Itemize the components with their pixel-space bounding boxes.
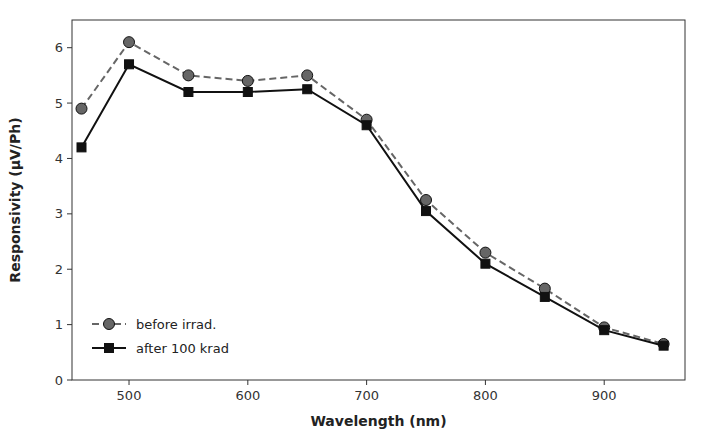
x-tick: [485, 380, 486, 385]
x-axis-label: Wavelength (nm): [310, 413, 446, 429]
x-tick: [366, 380, 367, 385]
data-point: [77, 143, 86, 152]
data-point: [125, 60, 134, 69]
x-tick-label: 500: [117, 388, 142, 403]
y-tick-label: 3: [55, 206, 63, 221]
axes: 500 600 700 800 900 0 1 2 3 4 5 6: [55, 40, 617, 403]
x-tick-label: 600: [235, 388, 260, 403]
y-tick: [67, 269, 72, 270]
legend-label: before irrad.: [136, 317, 216, 332]
data-point: [658, 339, 669, 350]
y-axis-label: Responsivity (μV/Ph): [7, 117, 23, 282]
series-line: [82, 64, 664, 345]
y-tick-label: 4: [55, 151, 63, 166]
legend-marker: [105, 344, 114, 353]
data-point: [184, 88, 193, 97]
legend: before irrad. after 100 krad: [92, 317, 229, 356]
y-tick-label: 5: [55, 96, 63, 111]
x-tick: [129, 380, 130, 385]
y-tick: [67, 324, 72, 325]
y-tick: [67, 47, 72, 48]
data-point: [362, 121, 371, 130]
y-tick: [67, 380, 72, 381]
data-point: [422, 207, 431, 216]
data-point: [480, 247, 491, 258]
plot-frame: [72, 20, 685, 380]
y-tick-label: 1: [55, 317, 63, 332]
data-point: [481, 259, 490, 268]
data-point: [76, 103, 87, 114]
data-layer: [76, 37, 669, 351]
y-tick: [67, 158, 72, 159]
data-point: [540, 292, 549, 301]
data-point: [303, 85, 312, 94]
y-tick-label: 2: [55, 262, 63, 277]
legend-marker: [104, 319, 115, 330]
data-point: [243, 88, 252, 97]
x-tick: [247, 380, 248, 385]
legend-label: after 100 krad: [136, 341, 229, 356]
x-tick-label: 700: [354, 388, 379, 403]
x-tick-label: 800: [473, 388, 498, 403]
y-tick: [67, 213, 72, 214]
data-point: [302, 70, 313, 81]
x-tick-label: 900: [592, 388, 617, 403]
data-point: [600, 326, 609, 335]
y-tick: [67, 103, 72, 104]
x-tick: [604, 380, 605, 385]
data-point: [659, 341, 668, 350]
data-point: [183, 70, 194, 81]
series-line: [82, 42, 664, 344]
data-point: [242, 75, 253, 86]
series: [76, 37, 669, 350]
series: [77, 60, 668, 350]
y-tick-label: 0: [55, 373, 63, 388]
data-point: [124, 37, 135, 48]
chart: 500 600 700 800 900 0 1 2 3 4 5 6 Wavelength (nm) Res…: [0, 0, 705, 438]
y-tick-label: 6: [55, 40, 63, 55]
